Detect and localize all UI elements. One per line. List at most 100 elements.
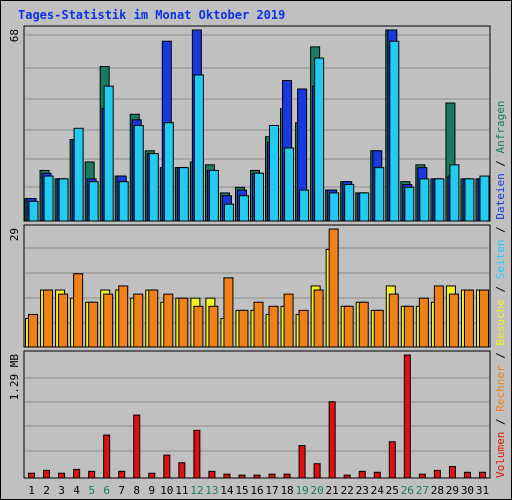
bar-rechner-10 bbox=[163, 293, 174, 348]
bar-rechner-31 bbox=[478, 289, 489, 348]
bar-seiten-15 bbox=[238, 195, 249, 222]
bar-volumen-29 bbox=[448, 466, 456, 479]
bar-seiten-18 bbox=[284, 147, 295, 222]
x-tick-label-31: 31 bbox=[476, 484, 489, 497]
bar-seiten-26 bbox=[404, 186, 415, 222]
bar-volumen-5 bbox=[88, 470, 96, 479]
x-tick-label-5: 5 bbox=[88, 484, 95, 497]
bar-volumen-26 bbox=[403, 354, 411, 479]
x-tick-label-17: 17 bbox=[265, 484, 278, 497]
legend-separator: / bbox=[494, 412, 507, 432]
x-tick-label-29: 29 bbox=[446, 484, 459, 497]
bar-rechner-12 bbox=[193, 305, 204, 348]
legend-separator: / bbox=[494, 279, 507, 299]
bar-volumen-7 bbox=[118, 470, 126, 479]
bar-seiten-10 bbox=[163, 122, 174, 222]
bar-seiten-24 bbox=[374, 167, 385, 222]
axis-max-label-middle: 29 bbox=[8, 228, 21, 241]
bar-volumen-16 bbox=[253, 474, 261, 479]
x-tick-label-12: 12 bbox=[190, 484, 203, 497]
bar-rechner-11 bbox=[178, 297, 189, 348]
bar-seiten-31 bbox=[479, 175, 490, 222]
bar-volumen-10 bbox=[163, 454, 171, 479]
bar-rechner-13 bbox=[208, 305, 219, 348]
bar-volumen-18 bbox=[283, 473, 291, 479]
bar-seiten-25 bbox=[389, 40, 400, 222]
bar-seiten-28 bbox=[434, 178, 445, 222]
bar-volumen-14 bbox=[223, 473, 231, 479]
x-tick-label-8: 8 bbox=[133, 484, 140, 497]
bar-volumen-22 bbox=[343, 474, 351, 479]
x-tick-label-21: 21 bbox=[326, 484, 339, 497]
bar-volumen-1 bbox=[28, 472, 36, 479]
bar-seiten-8 bbox=[133, 125, 144, 222]
bar-seiten-7 bbox=[118, 181, 129, 222]
bar-seiten-4 bbox=[73, 127, 84, 222]
bar-rechner-14 bbox=[223, 277, 234, 348]
legend-volumen: Volumen bbox=[494, 432, 507, 478]
bar-volumen-23 bbox=[358, 470, 366, 479]
bar-seiten-17 bbox=[269, 125, 280, 222]
bar-seiten-29 bbox=[449, 164, 460, 222]
bar-seiten-12 bbox=[193, 74, 204, 222]
bar-rechner-4 bbox=[73, 273, 84, 348]
bar-volumen-3 bbox=[58, 472, 66, 479]
panel-bottom-plot-area bbox=[23, 350, 491, 479]
bar-seiten-22 bbox=[344, 183, 355, 222]
x-tick-label-13: 13 bbox=[205, 484, 218, 497]
x-tick-label-6: 6 bbox=[103, 484, 110, 497]
legend-separator: / bbox=[494, 220, 507, 240]
legend-dateien: Dateien bbox=[494, 173, 507, 219]
legend-besuche: Besuche bbox=[494, 299, 507, 345]
bar-rechner-20 bbox=[313, 289, 324, 348]
bar-volumen-15 bbox=[238, 474, 246, 479]
bar-rechner-8 bbox=[133, 293, 144, 348]
x-tick-label-3: 3 bbox=[58, 484, 65, 497]
bar-seiten-1 bbox=[28, 200, 39, 222]
bar-rechner-19 bbox=[298, 309, 309, 348]
legend-separator: / bbox=[494, 153, 507, 173]
bar-seiten-11 bbox=[178, 167, 189, 222]
bar-volumen-25 bbox=[388, 441, 396, 479]
bar-seiten-9 bbox=[148, 153, 159, 222]
x-tick-label-30: 30 bbox=[461, 484, 474, 497]
legend-rechner: Rechner bbox=[494, 365, 507, 412]
bar-rechner-27 bbox=[418, 297, 429, 348]
x-tick-label-7: 7 bbox=[118, 484, 125, 497]
bar-volumen-4 bbox=[73, 468, 81, 479]
x-tick-label-10: 10 bbox=[160, 484, 173, 497]
x-tick-label-23: 23 bbox=[356, 484, 369, 497]
bar-volumen-30 bbox=[463, 471, 471, 479]
bar-volumen-31 bbox=[478, 471, 486, 479]
bar-rechner-25 bbox=[388, 293, 399, 348]
bar-volumen-17 bbox=[268, 473, 276, 479]
bar-volumen-2 bbox=[43, 469, 51, 479]
bar-rechner-9 bbox=[148, 289, 159, 348]
bar-seiten-27 bbox=[419, 178, 430, 222]
bar-rechner-30 bbox=[463, 289, 474, 348]
bar-volumen-21 bbox=[328, 401, 336, 479]
bar-rechner-2 bbox=[43, 289, 54, 348]
bar-rechner-21 bbox=[328, 228, 339, 348]
bar-volumen-27 bbox=[418, 473, 426, 479]
bar-rechner-17 bbox=[268, 305, 279, 348]
x-tick-label-22: 22 bbox=[341, 484, 354, 497]
bar-seiten-14 bbox=[223, 203, 234, 222]
x-tick-label-28: 28 bbox=[431, 484, 444, 497]
axis-max-label-top: 68 bbox=[8, 29, 21, 42]
x-tick-label-14: 14 bbox=[220, 484, 234, 497]
bar-seiten-2 bbox=[43, 175, 54, 222]
x-tick-label-18: 18 bbox=[280, 484, 293, 497]
bar-rechner-23 bbox=[358, 301, 369, 348]
bar-volumen-19 bbox=[298, 445, 306, 479]
bar-rechner-16 bbox=[253, 301, 264, 348]
bar-rechner-26 bbox=[403, 305, 414, 348]
bar-seiten-30 bbox=[464, 178, 475, 222]
x-tick-label-25: 25 bbox=[386, 484, 399, 497]
x-tick-label-27: 27 bbox=[416, 484, 429, 497]
bar-seiten-6 bbox=[103, 85, 114, 222]
bar-rechner-18 bbox=[283, 293, 294, 348]
bar-seiten-20 bbox=[314, 57, 325, 222]
bar-volumen-28 bbox=[433, 469, 441, 479]
